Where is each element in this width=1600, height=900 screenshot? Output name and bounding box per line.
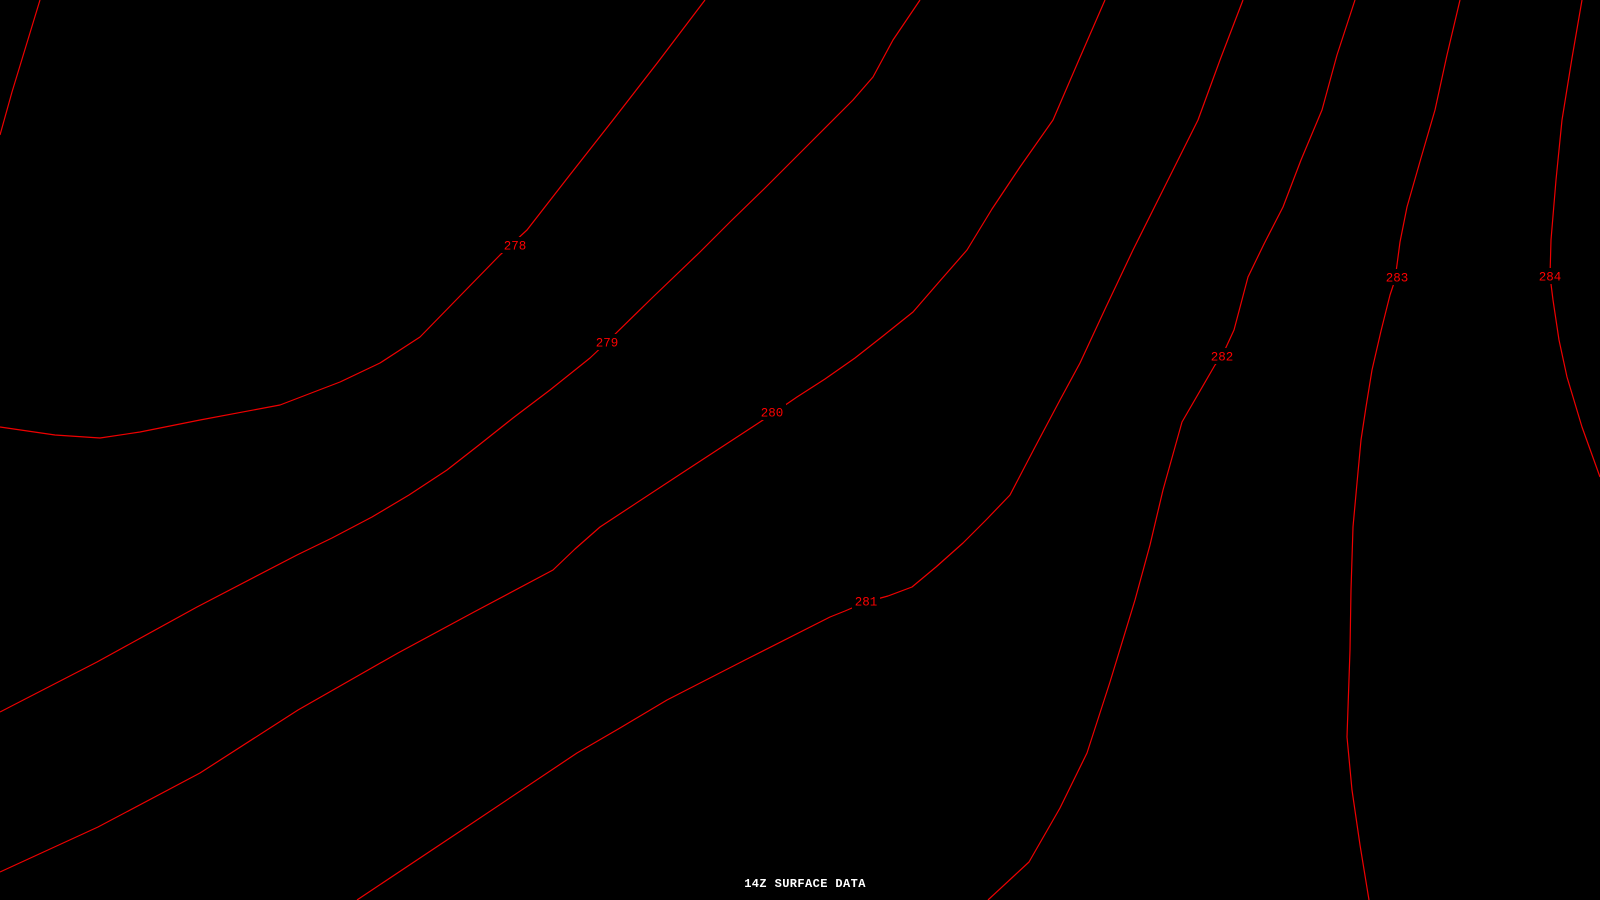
contour-label-mask — [593, 334, 621, 350]
contour-label-281: 281 — [855, 596, 878, 610]
map-caption: 14Z SURFACE DATA — [744, 877, 866, 891]
contour-labels-group: 278 279 280 281 282 283 284 — [501, 237, 1564, 610]
contour-line-281 — [356, 0, 1244, 900]
contour-line-283 — [1346, 0, 1461, 900]
contour-label-278: 278 — [504, 240, 527, 254]
contour-line-278 — [0, 0, 706, 439]
contour-label-mask — [852, 593, 880, 609]
contour-label-mask — [1208, 348, 1236, 364]
contour-label-mask — [1536, 268, 1564, 284]
contour-line-unlabeled — [0, 0, 41, 136]
contour-label-mask — [758, 404, 786, 420]
contour-label-mask — [501, 237, 529, 253]
contour-line-280 — [0, 0, 1106, 873]
contour-line-279 — [0, 0, 921, 713]
contour-label-279: 279 — [596, 337, 619, 351]
contour-label-284: 284 — [1539, 271, 1562, 285]
contour-line-284 — [1549, 0, 1600, 478]
contour-label-283: 283 — [1386, 272, 1409, 286]
contour-line-282 — [987, 0, 1356, 900]
contour-label-mask — [1383, 269, 1411, 285]
contour-label-282: 282 — [1211, 351, 1234, 365]
contour-label-280: 280 — [761, 407, 784, 421]
